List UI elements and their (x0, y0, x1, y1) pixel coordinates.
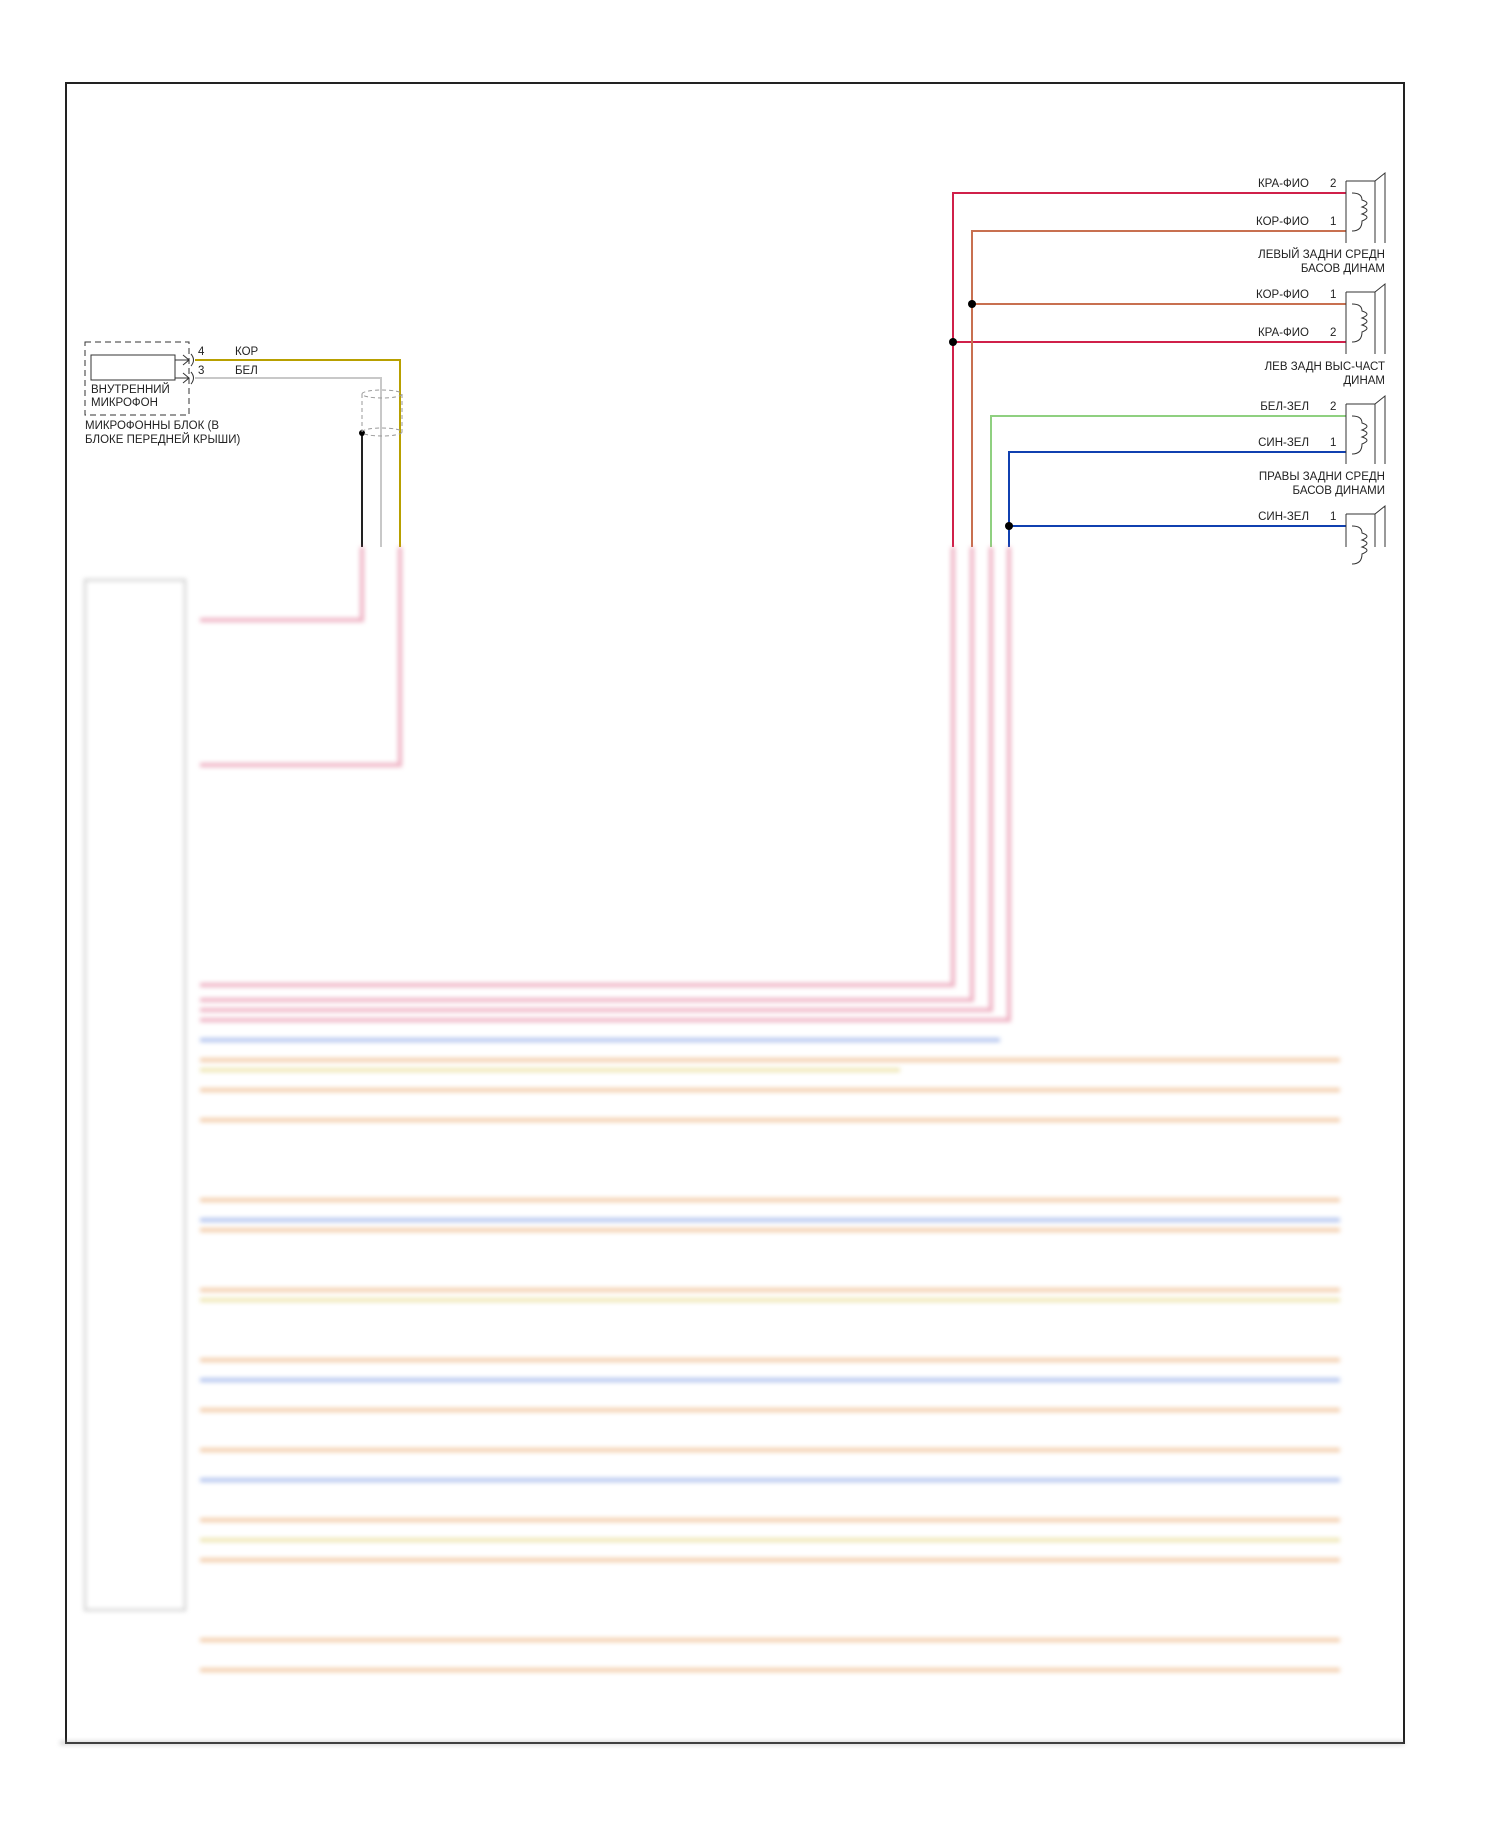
splice-dot (1005, 522, 1013, 530)
mic-pin-4: 4 (198, 346, 205, 358)
speaker: КРА-ФИО 2 КОР-ФИО 1 ЛЕВЫЙ ЗАДНИ СРЕДН БАСОВ Д… (1256, 171, 1386, 275)
pin-number: 1 (1330, 511, 1336, 523)
speaker-name: ДИНАМ (1343, 375, 1385, 387)
pin-number: 1 (1330, 289, 1336, 301)
wire-color-label: КОР-ФИО (1256, 289, 1309, 301)
speaker-coil-icon (1351, 192, 1368, 232)
speaker: БЕЛ-ЗЕЛ 2 СИН-ЗЕЛ 1 ПРАВЫ ЗАДНИ СРЕДН БАСОВ Д… (1258, 394, 1386, 497)
speaker: КОР-ФИО 1 КРА-ФИО 2 ЛЕВ ЗАДН ВЫС-ЧАСТ ДИНАМ (1256, 282, 1386, 387)
mic-pin-3-connector (175, 371, 194, 385)
speaker: СИН-ЗЕЛ 1 (1258, 504, 1386, 565)
speaker-name: ЛЕВЫЙ ЗАДНИ СРЕДН (1258, 248, 1385, 261)
wire-color-label: КРА-ФИО (1258, 178, 1309, 190)
wire-color-label: КОР-ФИО (1256, 216, 1309, 228)
mic-pin-4-connector (175, 353, 194, 367)
speaker-name: БАСОВ ДИНАМИ (1293, 485, 1385, 497)
speaker-icon (1345, 394, 1386, 464)
speaker-coil-icon (1351, 303, 1368, 343)
splice-dot (359, 430, 365, 436)
wire-color-label: СИН-ЗЕЛ (1258, 437, 1309, 449)
wire-bel-zel (990, 415, 1346, 547)
shield-cylinder (361, 389, 403, 437)
speaker-coil-icon (1351, 525, 1368, 565)
speaker-icon (1345, 504, 1386, 547)
wire-bel (195, 377, 382, 547)
mic-inner-label-2: МИКРОФОН (91, 397, 158, 409)
pin-number: 2 (1330, 401, 1336, 413)
wire-sin-zel (1008, 451, 1346, 547)
speaker-name: БАСОВ ДИНАМ (1301, 263, 1385, 275)
wire-color-label: БЕЛ-ЗЕЛ (1260, 401, 1309, 413)
internal-microphone (90, 354, 176, 381)
wire-color-label: СИН-ЗЕЛ (1258, 511, 1309, 523)
pin-number: 1 (1330, 437, 1336, 449)
mic-block-label-1: МИКРОФОННЫ БЛОК (В (85, 420, 219, 432)
mic-wire-4-color: КОР (235, 346, 259, 358)
wire-color-label: КРА-ФИО (1258, 327, 1309, 339)
mic-pin-3: 3 (198, 365, 204, 377)
speaker-coil-icon (1351, 415, 1368, 455)
wire-kra-fio-main (952, 192, 1346, 547)
wire-kor-fio-main (971, 230, 1346, 547)
mic-wire-3-color: БЕЛ (235, 365, 258, 377)
speaker-name: ПРАВЫ ЗАДНИ СРЕДН (1259, 471, 1385, 483)
speaker-icon (1345, 171, 1386, 243)
blurred-lower-section (60, 547, 1404, 1745)
speaker-icon (1345, 282, 1386, 354)
splice-dot (949, 338, 957, 346)
pin-number: 2 (1330, 178, 1336, 190)
pin-number: 1 (1330, 216, 1336, 228)
speaker-name: ЛЕВ ЗАДН ВЫС-ЧАСТ (1265, 361, 1385, 373)
wire-kor (195, 359, 401, 547)
splice-dot (968, 300, 976, 308)
pin-number: 2 (1330, 327, 1336, 339)
mic-block-label-2: БЛОКЕ ПЕРЕДНЕЙ КРЫШИ) (85, 433, 240, 446)
mic-inner-label-1: ВНУТРЕННИЙ (91, 383, 170, 396)
